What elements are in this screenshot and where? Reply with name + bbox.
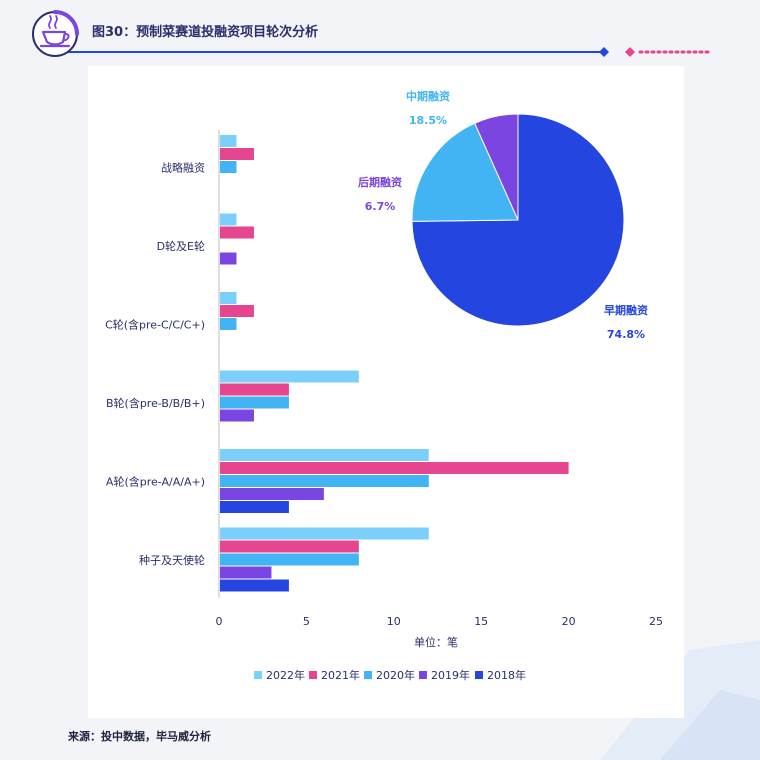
legend-label: 2022年 [266,668,305,682]
figure-title: 图30：预制菜赛道投融资项目轮次分析 [92,25,319,40]
bar-4-2 [220,475,429,487]
pie-slice-value: 74.8% [607,328,645,341]
bar-4-4 [220,501,289,513]
pie-slice [474,113,519,221]
coffee-cup-logo [28,6,82,60]
bar-1-1 [220,226,254,239]
bar-5-4 [220,579,289,592]
bar-5-3 [220,566,272,579]
pie-slices [411,113,625,327]
legend-swatch [254,671,262,679]
bars [220,135,569,592]
x-tick-label: 5 [303,615,310,628]
bar-3-0 [220,370,359,383]
legend-label: 2020年 [376,668,415,682]
legend-swatch [475,671,483,679]
bar-4-0 [220,449,429,461]
bar-4-3 [220,488,324,500]
bar-2-1 [220,305,254,317]
pie-slice-value: 6.7% [365,200,396,213]
category-label: B轮(含pre-B/B/B+) [106,396,205,410]
x-tick-labels: 0 5 10 15 20 25 [216,615,664,628]
source-note: 来源：投中数据，毕马威分析 [68,730,211,743]
pie-chart: 早期融资 74.8% 中期融资 18.5% 后期融资 6.7% [358,89,648,341]
legend-swatch [364,671,372,679]
bar-0-2 [220,161,237,173]
bar-3-2 [220,396,289,409]
category-label: 种子及天使轮 [139,553,205,567]
x-tick-label: 15 [474,615,488,628]
header-divider [64,47,714,57]
bar-5-1 [220,540,359,553]
x-tick-label: 10 [387,615,401,628]
pie-slice [411,113,625,327]
legend-swatch [309,671,317,679]
figure-header: 图30：预制菜赛道投融资项目轮次分析 [0,0,760,62]
category-label: C轮(含pre-C/C/C+) [105,318,205,332]
bar-2-0 [220,292,237,304]
pie-slice-label: 中期融资 [406,89,450,103]
bar-3-3 [220,409,254,422]
bar-1-3 [220,252,237,265]
category-label: 战略融资 [161,161,205,175]
legend-swatch [419,671,427,679]
bar-5-2 [220,553,359,566]
x-tick-label: 0 [216,615,223,628]
legend: 2022年 2021年 2020年 2019年 2018年 [254,668,526,682]
category-label: D轮及E轮 [157,239,205,253]
legend-label: 2018年 [487,668,526,682]
bar-5-0 [220,527,429,540]
bar-0-1 [220,148,254,160]
bar-2-2 [220,318,237,330]
pie-slice [411,122,519,222]
bar-0-0 [220,135,237,147]
pie-slice-value: 18.5% [409,114,447,127]
x-axis-unit-label: 单位：笔 [414,635,458,649]
bar-4-1 [220,462,569,474]
legend-label: 2019年 [431,668,470,682]
bar-1-0 [220,213,237,226]
x-tick-label: 20 [562,615,576,628]
category-labels: 战略融资 D轮及E轮 C轮(含pre-C/C/C+) B轮(含pre-B/B/B+) A… [105,161,205,568]
category-label: A轮(含pre-A/A/A+) [106,475,205,489]
bar-3-1 [220,383,289,396]
pie-labels: 早期融资 74.8% 中期融资 18.5% 后期融资 6.7% [358,89,648,341]
bar-chart: 战略融资 D轮及E轮 C轮(含pre-C/C/C+) B轮(含pre-B/B/B+) A… [105,130,663,682]
pie-slice-label: 后期融资 [358,175,402,189]
x-tick-label: 25 [649,615,663,628]
legend-label: 2021年 [321,668,360,682]
pie-slice-label: 早期融资 [604,303,648,317]
